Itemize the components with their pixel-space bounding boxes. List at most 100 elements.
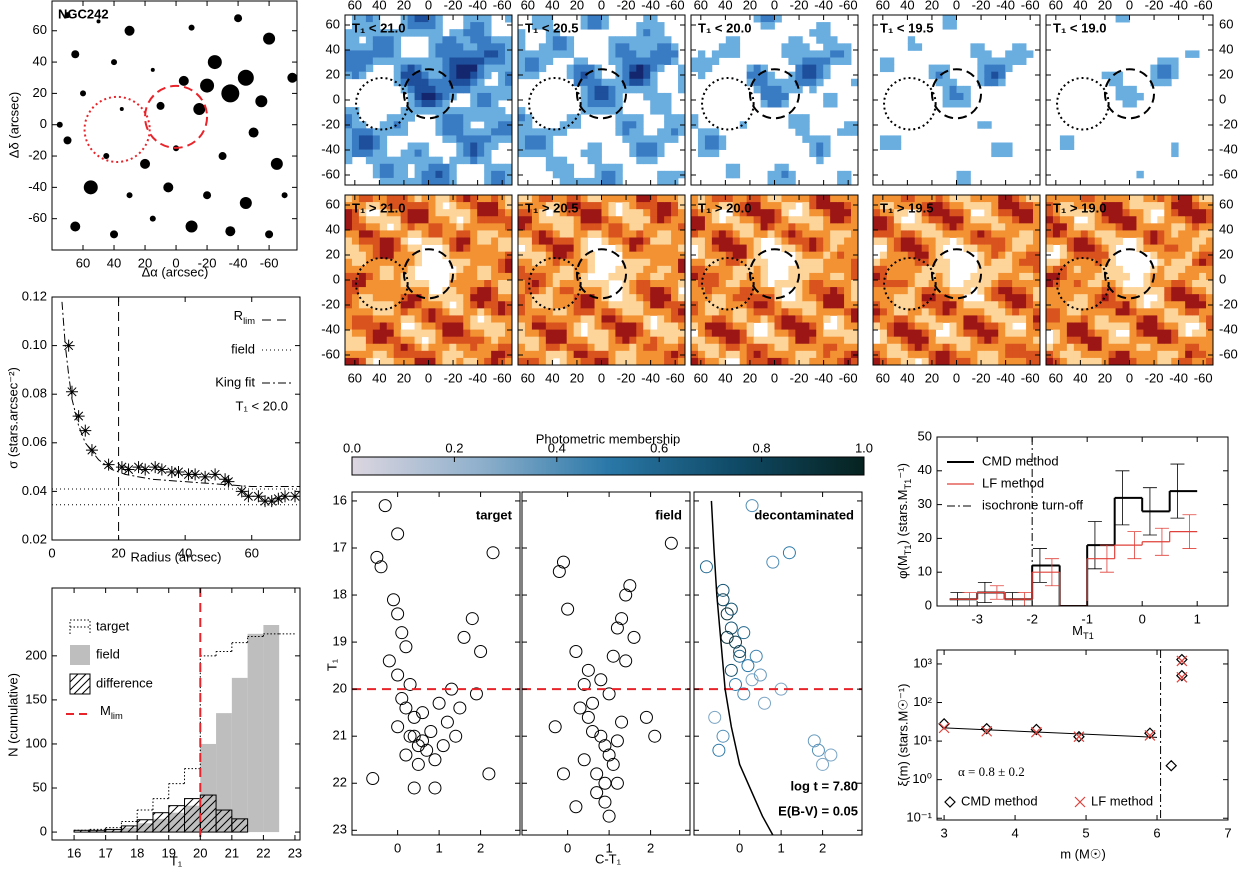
contour-cell (393, 357, 402, 365)
contour-cell (1157, 350, 1165, 359)
contour-cell (615, 336, 623, 345)
contour-cell (746, 280, 755, 288)
contour-cell (393, 156, 402, 165)
contour-cell (732, 209, 741, 217)
contour-cell (477, 85, 485, 94)
contour-cell (643, 156, 651, 165)
contour-cell (1046, 237, 1054, 245)
contour-cell (622, 209, 630, 217)
contour-cell (921, 357, 930, 365)
contour-cell (573, 294, 582, 302)
contour-cell (802, 343, 810, 352)
contour-cell (1052, 216, 1061, 224)
contour-cell (851, 272, 858, 281)
star-point (407, 729, 421, 743)
contour-cell (484, 308, 492, 316)
contour-cell (351, 64, 360, 73)
contour-cell (760, 308, 768, 316)
contour-cell (725, 280, 734, 288)
contour-cell (505, 128, 512, 136)
contour-cell (531, 135, 540, 143)
x-tick-label: 20 (570, 370, 584, 385)
contour-cell (970, 244, 978, 253)
star-point (428, 781, 442, 795)
contour-cell (1185, 244, 1193, 253)
contour-cell (428, 50, 436, 58)
annotation: α = 0.8 ± 0.2 (958, 764, 1025, 779)
contour-cell (421, 92, 429, 101)
contour-cell (538, 230, 547, 238)
y-tick-label: 0 (1219, 91, 1226, 106)
contour-cell (386, 336, 395, 345)
contour-cell (998, 78, 1006, 87)
contour-cell (697, 209, 706, 217)
legend-label: King fit (215, 374, 255, 389)
contour-cell (629, 195, 637, 203)
contour-cell (664, 209, 672, 217)
contour-cell (1101, 350, 1110, 359)
contour-cell (545, 272, 554, 281)
contour-cell (491, 350, 499, 359)
contour-cell (491, 202, 499, 210)
x-tick-label: 60 (521, 370, 535, 385)
contour-cell (538, 287, 547, 295)
contour-cell (456, 237, 464, 245)
contour-cell (545, 223, 554, 231)
contour-cell (725, 237, 734, 245)
contour-cell (671, 258, 679, 267)
x-tick-label: 40 (1073, 0, 1087, 12)
contour-cell (1171, 142, 1179, 150)
contour-cell (552, 163, 561, 172)
star-point (374, 560, 388, 574)
contour-cell (893, 230, 902, 238)
contour-cell (524, 244, 533, 253)
contour-cell (505, 114, 512, 122)
contour-cell (414, 308, 422, 316)
contour-cell (351, 336, 360, 345)
contour-cell (643, 149, 651, 158)
contour-cell (636, 343, 644, 352)
contour-cell (421, 71, 429, 80)
contour-cell (601, 237, 609, 245)
contour-cell (345, 357, 353, 365)
contour-cell (643, 209, 651, 217)
contour-cell (732, 280, 741, 288)
panel-label: T₁ < 20.0 (698, 20, 751, 35)
contour-cell (615, 329, 623, 338)
contour-cell (573, 209, 582, 217)
contour-cell (463, 216, 471, 224)
contour-cell (657, 258, 665, 267)
contour-cell (1052, 223, 1061, 231)
contour-cell (594, 322, 602, 330)
contour-cell (732, 308, 741, 316)
data-point (235, 485, 248, 498)
contour-cell (1171, 287, 1179, 295)
contour-cell (830, 265, 838, 274)
contour-cell (393, 195, 402, 203)
plot-area (56, 12, 297, 239)
contour-cell (935, 71, 943, 80)
contour-cell (580, 350, 588, 359)
contour-cell (725, 294, 734, 302)
contour-cell (704, 128, 713, 136)
contour-cell (977, 57, 985, 65)
contour-cell (545, 258, 554, 267)
contour-cell (615, 301, 623, 309)
contour-cell (879, 202, 888, 210)
contour-cell (1171, 230, 1179, 238)
contour-cell (1164, 329, 1172, 338)
contour-cell (477, 29, 485, 37)
contour-cell (531, 216, 540, 224)
contour-cell (484, 15, 492, 23)
contour-cell (1185, 294, 1193, 302)
contour-cell (851, 315, 858, 323)
contour-cell (615, 78, 623, 87)
contour-cell (559, 195, 568, 203)
contour-cell (956, 322, 964, 330)
contour-cell (559, 244, 568, 253)
contour-cell (477, 251, 485, 260)
contour-cell (977, 50, 985, 58)
contour-cell (837, 177, 845, 185)
contour-cell (998, 322, 1006, 330)
contour-cell (760, 336, 768, 345)
